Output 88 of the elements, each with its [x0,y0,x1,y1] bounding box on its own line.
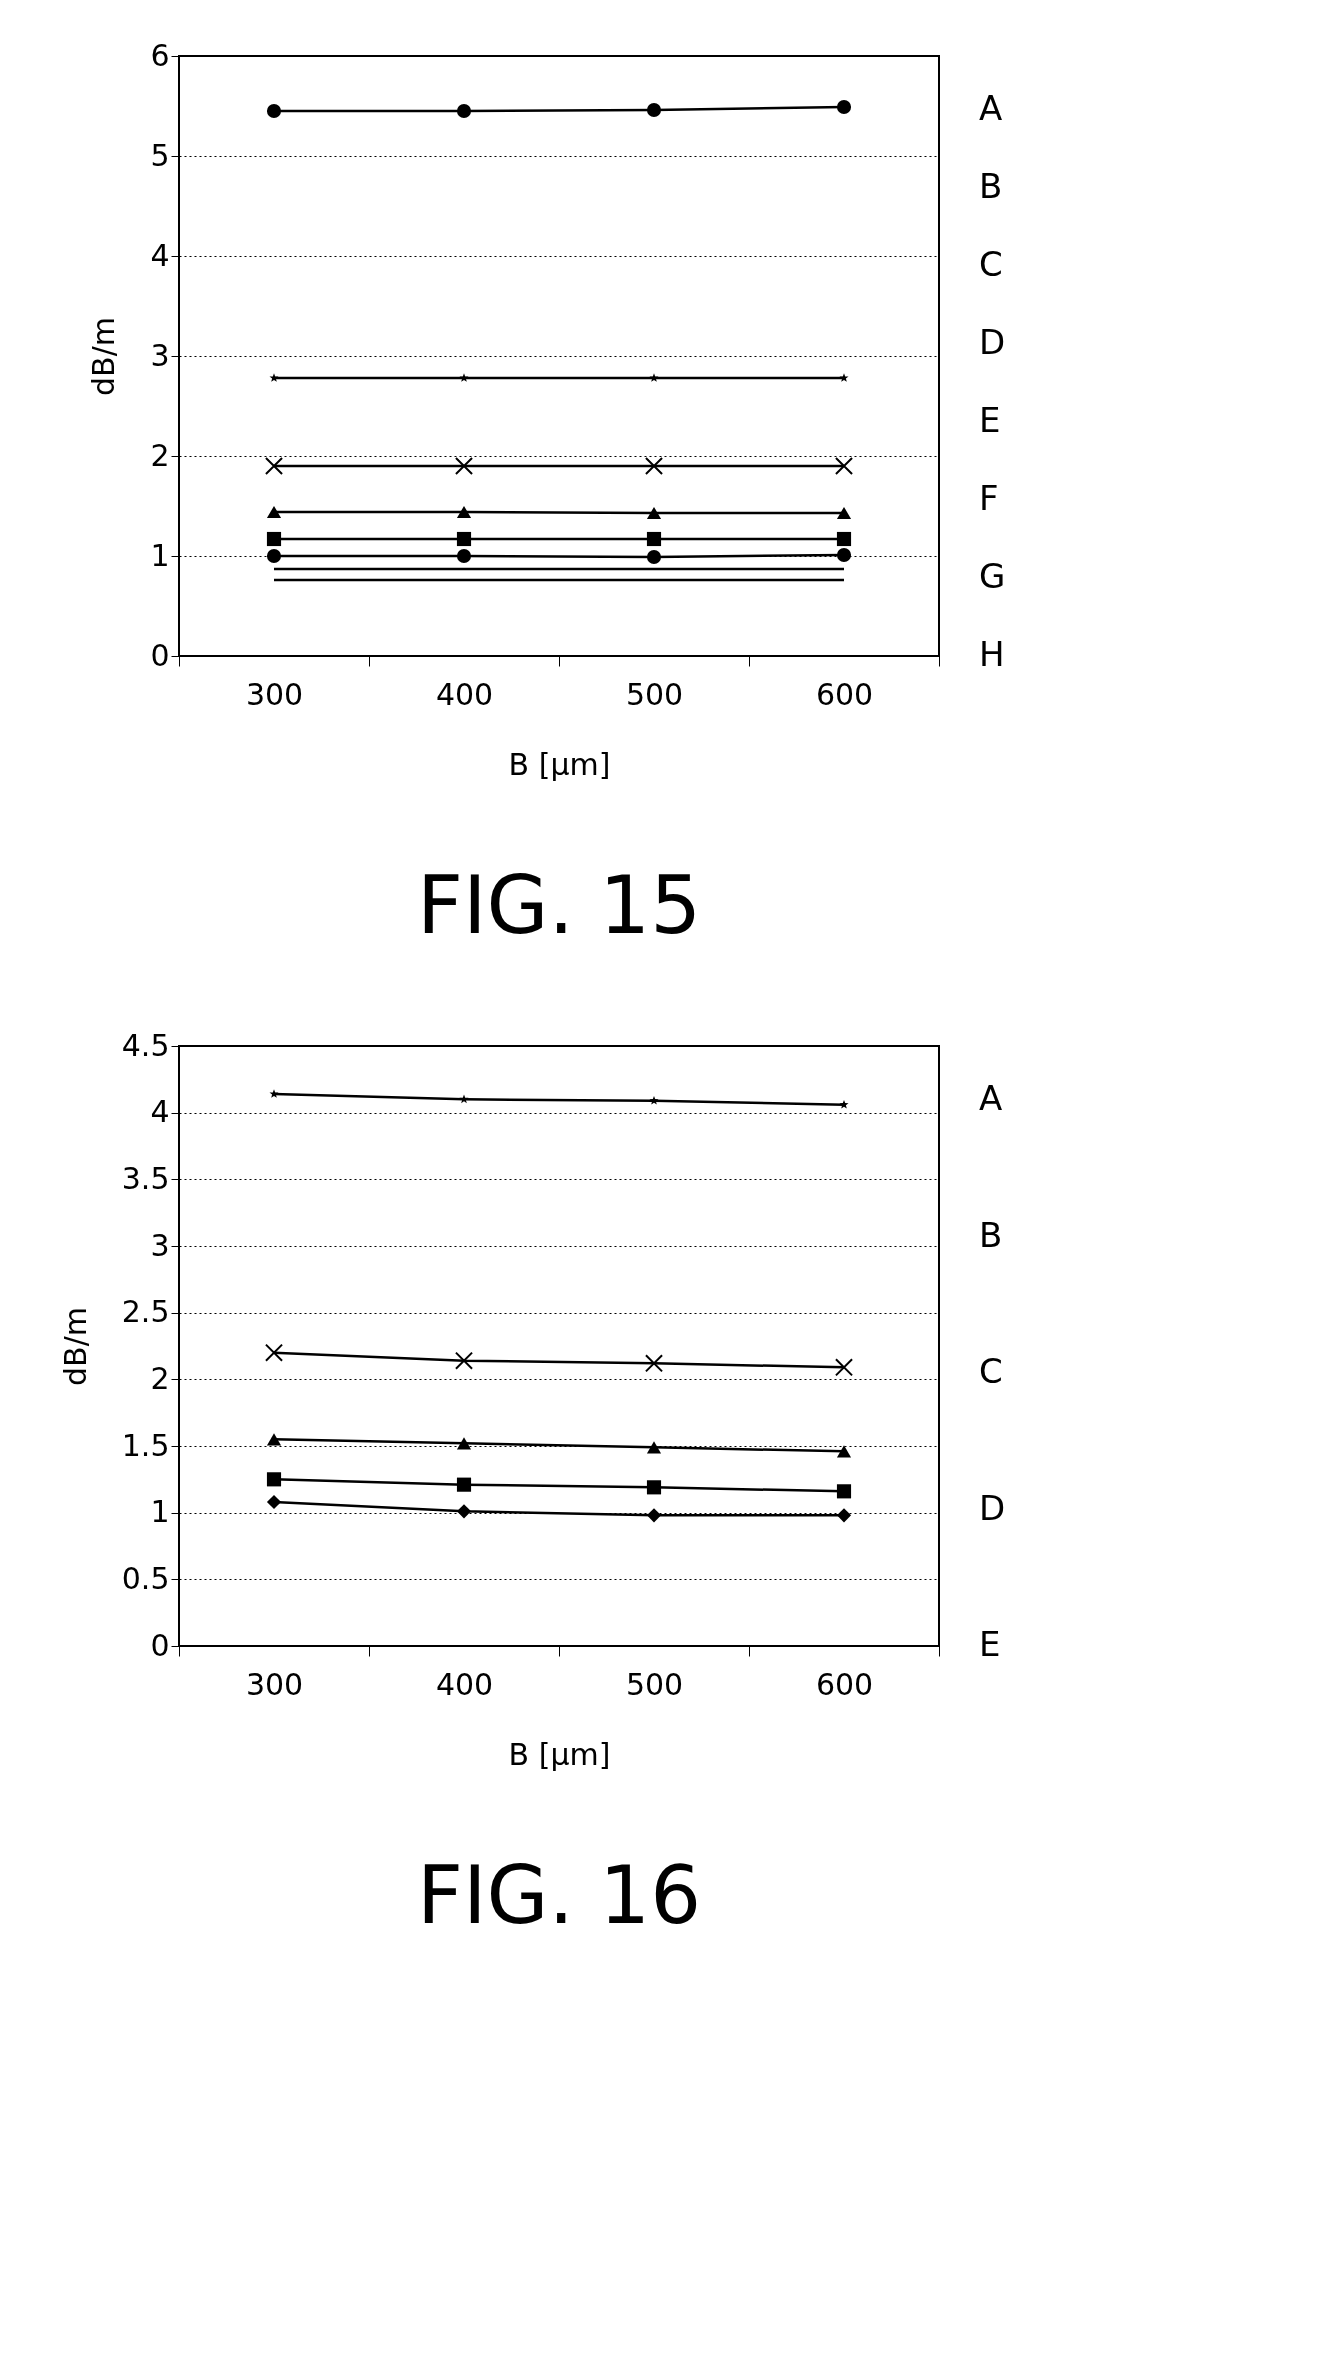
y-tick-label: 3 [150,337,170,373]
y-tick-label: 2 [150,1360,170,1396]
text: A [979,1078,1003,1118]
point [836,1508,852,1523]
point [266,1472,282,1487]
x-tick-label: 500 [625,1666,684,1702]
y-tick-label: 0 [150,1627,170,1663]
y-tick-label: 1 [150,537,170,573]
text: B [979,166,1003,206]
point [269,373,279,382]
y-tick-label: 1.5 [121,1427,170,1463]
point [839,373,849,382]
point [836,506,852,520]
point [459,1094,469,1104]
text: FIG. 15 [416,859,702,952]
point [454,456,474,476]
point [834,1358,854,1377]
point [839,1099,849,1109]
point [836,547,852,563]
point [646,1508,662,1523]
y-axis-title: dB/m [86,317,122,396]
x-tick-label: 400 [435,1666,494,1702]
text: B [979,1214,1003,1255]
x-tick-label: 600 [815,676,874,712]
x-tick-label: 300 [245,676,304,712]
point [644,1354,664,1373]
point [456,548,472,564]
point [646,549,662,565]
point [264,456,284,476]
point [264,1343,284,1362]
point [266,505,282,519]
point [456,1477,472,1492]
y-tick-label: 4 [150,1094,170,1130]
point [266,103,282,119]
point [456,505,472,519]
point [456,531,472,547]
point [646,531,662,547]
text: D [979,1487,1006,1528]
point [649,373,659,382]
text: FIG. 16 [416,1849,702,1942]
y-tick-label: 2 [150,437,170,473]
text: C [979,244,1003,284]
y-tick-label: 3 [150,1227,170,1263]
point [266,531,282,547]
x-tick-label: 400 [435,676,494,712]
point [646,1480,662,1495]
y-tick-label: 5 [150,137,170,173]
point [836,1445,852,1458]
point [459,373,469,382]
y-tick-label: 0 [150,637,170,673]
point [266,1433,282,1446]
point [646,102,662,118]
point [646,1441,662,1454]
point [644,456,664,476]
point [454,1351,474,1370]
y-tick-label: 4.5 [121,1027,170,1063]
text: E [979,400,1001,440]
y-tick-label: 4 [150,237,170,273]
y-tick-label: 3.5 [121,1160,170,1196]
point [269,1089,279,1098]
y-axis-title: dB/m [57,1307,93,1386]
text: E [979,1624,1001,1664]
point [456,1437,472,1450]
x-tick-label: 300 [245,1666,304,1702]
point [836,531,852,547]
point [836,1484,852,1499]
text: F [979,478,999,518]
point [266,548,282,564]
point [456,103,472,119]
text: D [979,322,1006,362]
x-tick-label: 500 [625,676,684,712]
y-tick-label: 0.5 [121,1560,170,1596]
point [456,1504,472,1519]
text: A [979,88,1003,128]
text: G [979,556,1006,596]
point [834,456,854,476]
x-axis-title: B [μm] [508,1736,611,1772]
x-axis-title: B [μm] [508,746,611,782]
y-tick-label: 2.5 [121,1294,170,1330]
text: H [979,634,1005,674]
point [649,1095,659,1105]
point [266,1494,282,1510]
y-tick-label: 6 [150,37,170,73]
text: C [979,1351,1003,1391]
y-tick-label: 1 [150,1494,170,1530]
point [646,506,662,520]
point [836,99,852,115]
x-tick-label: 600 [815,1666,874,1702]
